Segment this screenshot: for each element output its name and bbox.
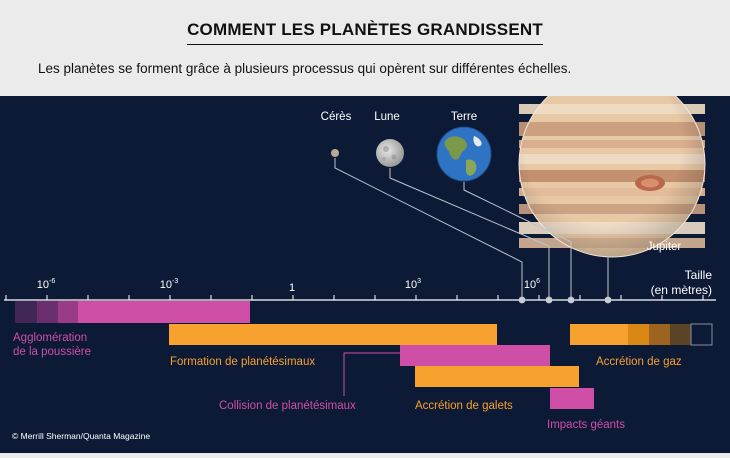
axis-label: Taille — [685, 268, 713, 282]
diagram-canvas: Cérès Lune Terre Jupiter 10-6 10-3 1 103… — [4, 96, 716, 441]
axis-marker-ceres — [518, 296, 526, 304]
planet-label-moon: Lune — [374, 111, 400, 123]
page-subtitle: Les planètes se forment grâce à plusieur… — [38, 61, 572, 76]
axis-unit-label: (en mètres) — [651, 283, 712, 297]
axis-marker-earth — [567, 296, 575, 304]
axis-marker-jupiter — [604, 296, 612, 304]
label-planetesimal-formation: Formation de planétésimaux — [170, 356, 315, 368]
bar-dust-agglomeration — [15, 301, 250, 323]
diagram-panel: Cérès Lune Terre Jupiter 10-6 10-3 1 103… — [0, 96, 730, 453]
label-pebble-accretion: Accrétion de galets — [415, 400, 513, 412]
bar-gas-accretion — [570, 323, 713, 346]
axis-marker-moon — [545, 296, 553, 304]
bar-planetesimal-collision — [400, 345, 550, 366]
collision-leader-line — [343, 352, 400, 396]
tick-1e6: 106 — [524, 278, 540, 291]
planet-label-jupiter: Jupiter — [647, 241, 682, 253]
axis-tick-labels: 10-6 10-3 1 103 106 — [37, 278, 540, 294]
header: COMMENT LES PLANÈTES GRANDISSENT Les pla… — [0, 0, 730, 96]
leader-line-moon — [389, 168, 550, 300]
moon-icon — [376, 139, 404, 167]
tick-1e3: 103 — [405, 278, 421, 291]
tick-1e-3: 10-3 — [160, 278, 179, 291]
axis-minor-ticks — [5, 295, 704, 300]
jupiter-icon — [518, 96, 706, 258]
page-title: COMMENT LES PLANÈTES GRANDISSENT — [0, 20, 730, 45]
planet-label-ceres: Cérès — [321, 111, 352, 123]
label-planetesimal-collision: Collision de planétésimaux — [219, 400, 356, 412]
planet-label-earth: Terre — [451, 111, 477, 123]
image-credit: © Merrill Sherman/Quanta Magazine — [12, 431, 150, 441]
leader-line-ceres — [334, 158, 523, 300]
leader-line-earth — [463, 182, 572, 300]
label-dust-agglomeration-line2: de la poussière — [13, 346, 91, 358]
earth-icon — [436, 126, 492, 182]
label-gas-accretion: Accrétion de gaz — [596, 356, 682, 368]
tick-1e-6: 10-6 — [37, 278, 56, 291]
label-dust-agglomeration: Agglomération — [13, 332, 87, 344]
label-giant-impacts: Impacts géants — [547, 419, 625, 431]
bar-planetesimal-formation — [169, 324, 497, 345]
bar-giant-impacts — [550, 388, 594, 409]
bar-pebble-accretion — [415, 366, 579, 387]
tick-1: 1 — [289, 282, 295, 294]
ceres-icon — [331, 149, 339, 157]
